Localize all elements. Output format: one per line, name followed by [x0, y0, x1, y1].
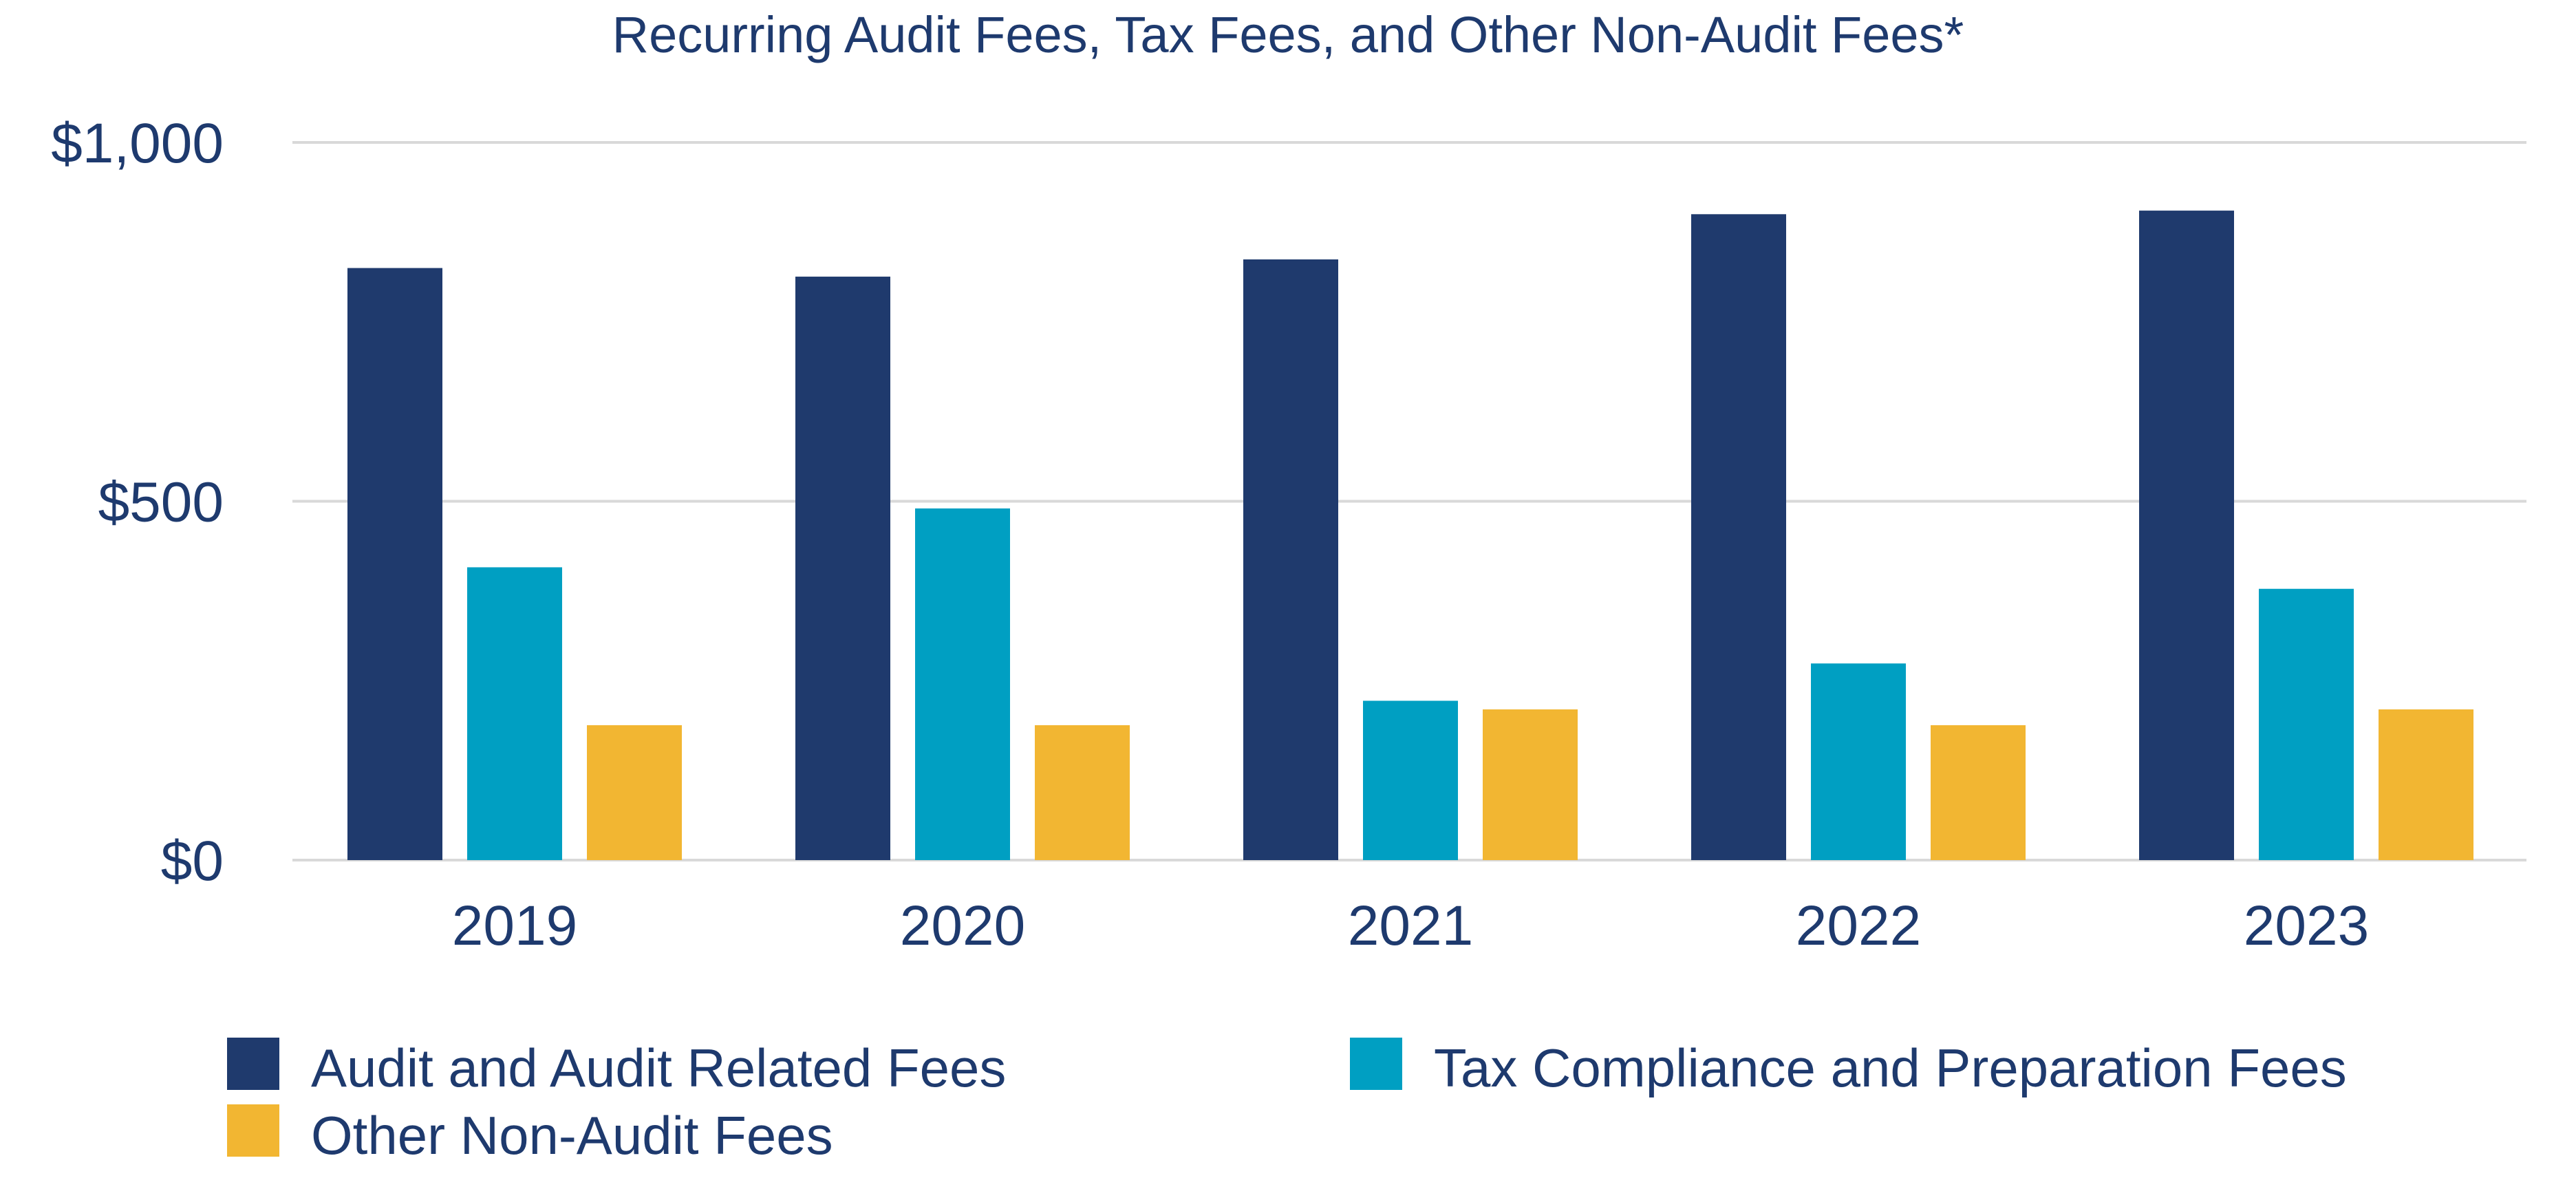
- bar-2020-series-2: [915, 508, 1010, 860]
- y-tick-label: $0: [161, 830, 224, 892]
- bar-2023-series-1: [2139, 211, 2234, 861]
- bar-2022-series-2: [1811, 663, 1906, 860]
- x-tick-label-2022: 2022: [1796, 895, 1921, 957]
- legend-label-3: Other Non-Audit Fees: [311, 1105, 833, 1166]
- bar-2021-series-2: [1363, 700, 1458, 860]
- legend-swatch-2: [1350, 1038, 1402, 1090]
- bar-2021-series-3: [1483, 709, 1578, 860]
- legend-label-1: Audit and Audit Related Fees: [311, 1038, 1006, 1098]
- chart-title: Recurring Audit Fees, Tax Fees, and Othe…: [612, 6, 1964, 63]
- legend-swatch-1: [227, 1038, 279, 1090]
- bar-2020-series-1: [795, 277, 890, 860]
- bar-2022-series-3: [1931, 725, 2026, 860]
- y-tick-label: $500: [98, 471, 224, 534]
- x-tick-label-2021: 2021: [1348, 895, 1473, 957]
- bar-2019-series-2: [467, 567, 562, 860]
- bars: [347, 211, 2473, 861]
- legend-label-2: Tax Compliance and Preparation Fees: [1434, 1038, 2347, 1098]
- bar-2023-series-2: [2259, 588, 2354, 860]
- x-tick-label-2023: 2023: [2244, 895, 2369, 957]
- bar-2020-series-3: [1035, 725, 1130, 860]
- y-tick-label: $1,000: [51, 112, 224, 175]
- bar-2019-series-1: [347, 268, 442, 860]
- bar-2019-series-3: [587, 725, 682, 860]
- x-tick-label-2020: 2020: [900, 895, 1025, 957]
- bar-2021-series-1: [1243, 259, 1338, 860]
- x-axis-tick-labels: 2019 2020 2021 2022 2023: [452, 895, 2369, 957]
- bar-2023-series-3: [2379, 709, 2473, 860]
- x-tick-label-2019: 2019: [452, 895, 577, 957]
- legend-swatch-3: [227, 1104, 279, 1157]
- y-axis-tick-labels: $0 $500 $1,000: [51, 112, 224, 892]
- bar-2022-series-1: [1691, 214, 1786, 860]
- legend: Audit and Audit Related Fees Tax Complian…: [227, 1038, 2347, 1166]
